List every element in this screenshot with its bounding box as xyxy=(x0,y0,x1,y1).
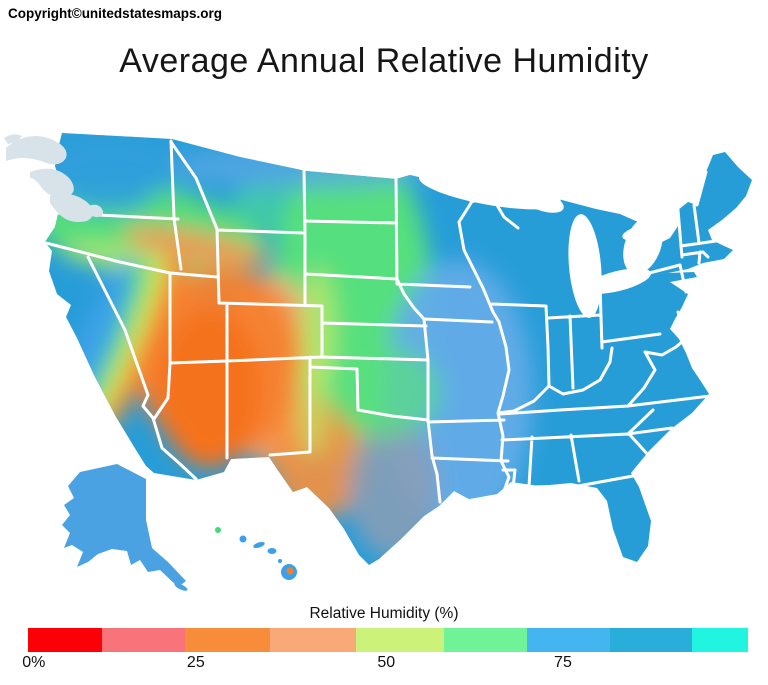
legend-segment xyxy=(356,628,444,652)
alaska-shape xyxy=(62,464,188,591)
legend-tick-label: 25 xyxy=(186,654,205,671)
legend-segment xyxy=(610,628,692,652)
legend-tick-label: 75 xyxy=(554,654,572,671)
legend-segment xyxy=(102,628,185,652)
hawaii-islands xyxy=(215,527,297,580)
legend-tick-label: 50 xyxy=(377,654,396,671)
legend-ticks: 0% 25 50 75 xyxy=(0,652,768,674)
legend-segment xyxy=(444,628,527,652)
legend-segment xyxy=(28,628,102,652)
legend-segment xyxy=(692,628,748,652)
canadian-islands-decoration xyxy=(4,134,104,222)
copyright-text: Copyright©unitedstatesmaps.org xyxy=(8,6,222,21)
state-borders xyxy=(44,139,718,504)
legend-segment xyxy=(527,628,610,652)
legend-bar xyxy=(28,628,748,652)
page-title: Average Annual Relative Humidity xyxy=(119,42,649,80)
legend-tick-label: 0% xyxy=(22,654,46,671)
legend-segment xyxy=(185,628,270,652)
legend-title: Relative Humidity (%) xyxy=(309,605,459,622)
legend-segment xyxy=(270,628,356,652)
